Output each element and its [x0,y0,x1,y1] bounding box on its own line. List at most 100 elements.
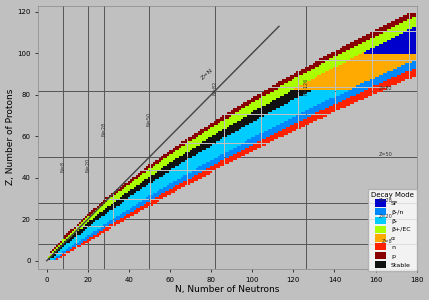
Point [395,74,402,79]
Point [95,211,102,215]
Point [304,74,311,79]
Point [343,94,350,99]
Point [335,78,342,82]
Point [210,167,217,172]
Point [292,86,299,91]
Point [259,90,266,95]
Point [337,99,344,103]
Point [347,63,354,68]
Point [306,65,313,70]
Point [358,40,365,45]
Point [411,38,418,43]
Point [251,111,258,116]
Point [226,111,233,116]
Point [294,107,301,112]
Point [360,36,367,41]
Point [199,134,206,139]
Point [80,217,87,222]
Point [358,49,365,54]
Point [298,111,305,116]
Point [288,109,295,114]
Point [205,130,212,134]
Point [158,192,165,197]
Point [261,134,268,139]
Point [411,22,418,27]
Point [214,134,221,139]
Point [228,126,235,130]
Point [222,117,229,122]
Point [230,136,237,141]
Point [409,14,416,18]
Point [251,94,258,99]
Point [294,82,301,87]
Point [255,124,262,128]
Point [64,246,71,251]
Point [366,86,373,91]
Point [239,105,245,110]
Point [280,117,287,122]
Point [85,233,91,238]
Point [339,65,346,70]
Point [156,169,163,174]
Point [57,242,64,247]
Point [113,192,120,197]
Point [234,105,241,110]
Point [282,82,289,87]
Point [257,117,264,122]
Point [70,233,77,238]
Point [173,159,180,164]
Point [204,165,211,170]
Point [411,65,418,70]
Point [275,113,282,118]
Point [51,250,58,255]
Point [199,138,206,143]
Point [337,105,344,110]
Point [146,188,153,193]
Point [333,92,340,97]
Point [405,70,412,74]
Point [91,229,97,234]
Point [202,154,208,159]
Point [236,148,243,153]
Point [261,92,268,97]
Point [173,157,180,161]
Point [358,43,365,47]
Point [313,99,320,103]
Point [370,38,377,43]
Point [393,30,399,35]
Point [372,36,379,41]
Point [347,65,354,70]
Point [331,86,338,91]
Point [347,70,354,74]
Point [337,97,344,101]
Point [284,115,290,120]
Point [317,94,323,99]
Point [372,47,379,52]
Point [136,208,142,213]
Point [224,159,231,164]
Point [282,117,289,122]
Point [275,122,282,126]
Point [263,130,270,134]
Point [261,115,268,120]
Point [107,204,114,209]
Point [154,184,161,188]
Point [360,88,367,93]
Point [249,142,256,147]
Point [329,82,336,87]
Point [148,179,155,184]
Point [103,198,110,203]
Point [148,198,155,203]
Point [304,103,311,107]
Point [372,86,379,91]
Point [374,76,381,81]
Point [384,34,391,39]
Point [368,84,375,89]
Point [335,107,342,112]
Point [95,221,102,226]
Point [286,113,293,118]
Point [272,99,278,103]
Point [253,132,260,136]
Point [407,63,414,68]
Point [311,94,317,99]
